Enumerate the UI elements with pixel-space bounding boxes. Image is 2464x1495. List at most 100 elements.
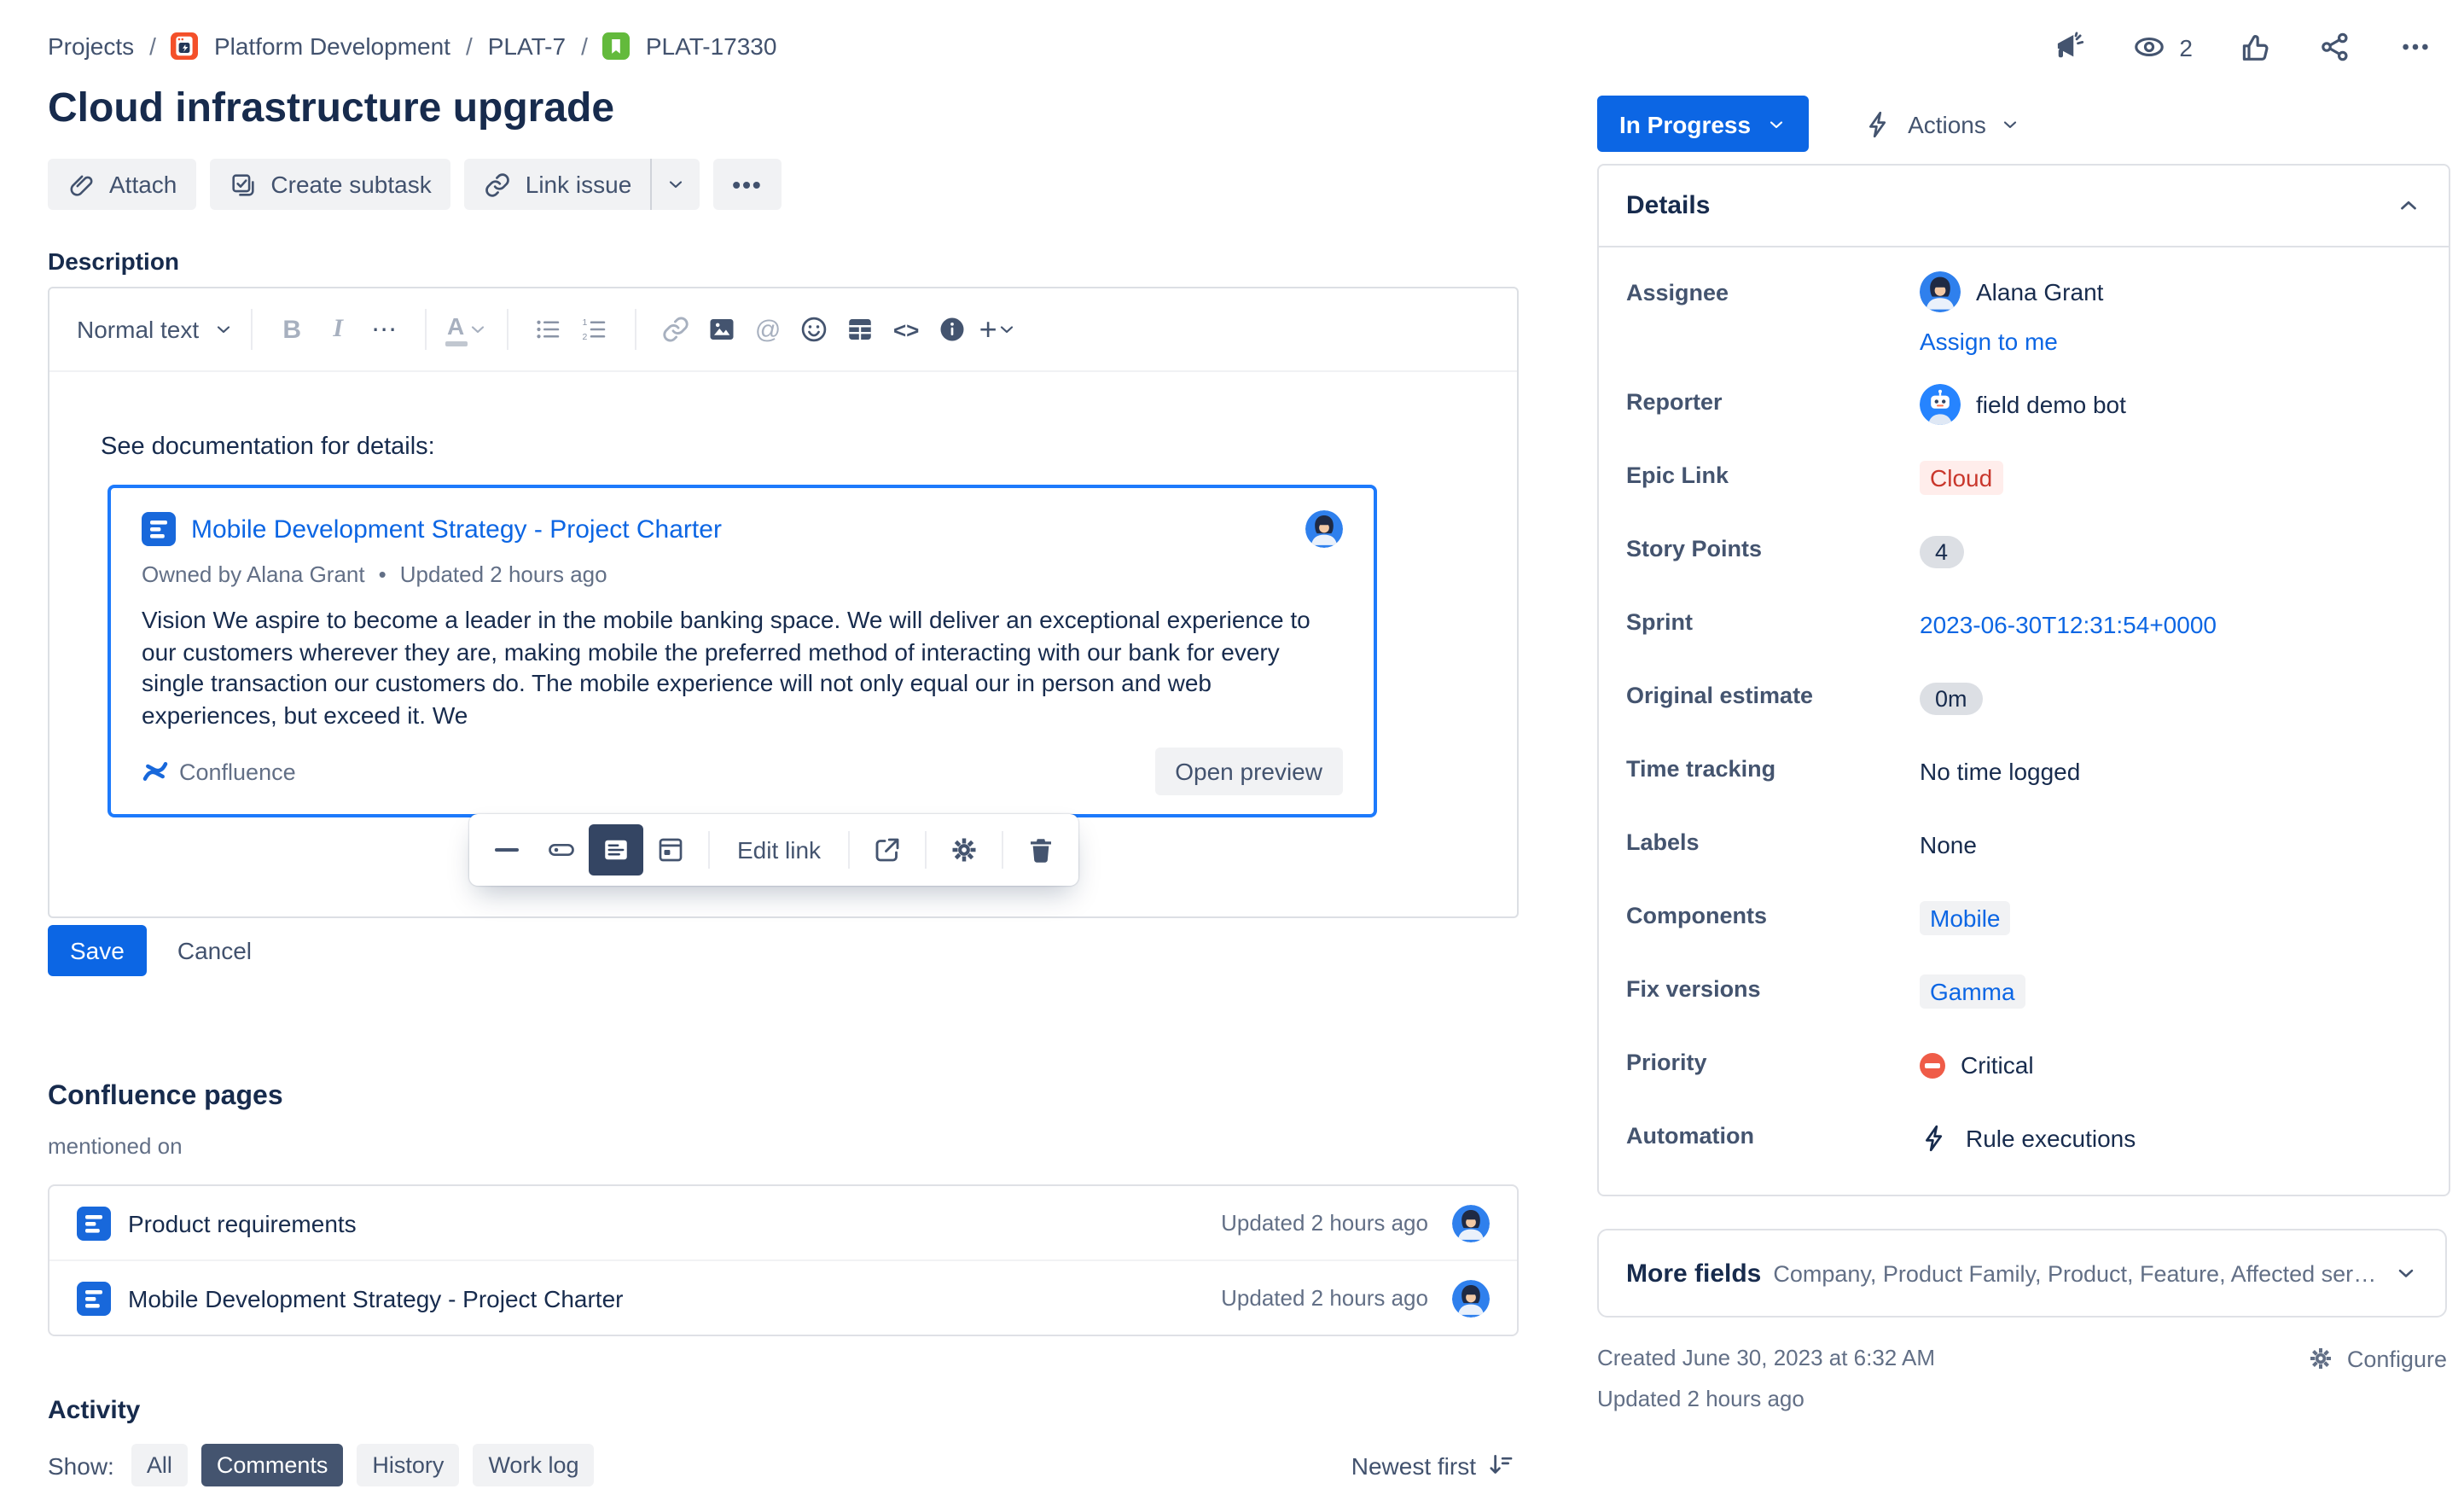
bold-button[interactable]: B: [282, 315, 301, 344]
more-formatting-button[interactable]: ⋯: [371, 316, 398, 345]
info-panel-button[interactable]: [929, 306, 975, 352]
card-header: Mobile Development Strategy - Project Ch…: [142, 510, 1343, 548]
description-editor[interactable]: Normal text B I ⋯ A @ <> +: [48, 287, 1519, 918]
link-issue-split-button: Link issue: [463, 159, 700, 210]
share-button[interactable]: [2317, 29, 2353, 65]
text-style-dropdown[interactable]: Normal text: [77, 316, 233, 343]
display-embed-button[interactable]: [643, 824, 698, 875]
card-title-link[interactable]: Mobile Development Strategy - Project Ch…: [191, 515, 722, 544]
tab-all[interactable]: All: [131, 1444, 188, 1486]
field-row-components: Components Mobile: [1626, 894, 2421, 942]
details-panel-header[interactable]: Details: [1599, 166, 2449, 247]
story-points-label: Story Points: [1626, 536, 1763, 561]
epic-badge[interactable]: Cloud: [1920, 461, 2003, 495]
issue-header-actions: 2: [2051, 29, 2433, 65]
more-quick-actions-button[interactable]: •••: [713, 159, 782, 210]
chevron-down-icon: [467, 319, 487, 340]
gear-icon: [2308, 1345, 2335, 1372]
breadcrumb-projects[interactable]: Projects: [48, 32, 135, 60]
configure-button[interactable]: Configure: [2308, 1345, 2447, 1372]
more-fields-panel[interactable]: More fields Company, Product Family, Pro…: [1597, 1229, 2447, 1318]
cancel-button[interactable]: Cancel: [164, 937, 265, 964]
page-updated: Updated 2 hours ago: [1221, 1285, 1428, 1311]
insert-link-button[interactable]: [653, 306, 699, 352]
link-issue-button[interactable]: Link issue: [463, 159, 651, 210]
watch-button[interactable]: 2: [2131, 29, 2193, 65]
component-badge[interactable]: Mobile: [1920, 901, 2011, 935]
assignee-label: Assignee: [1626, 280, 1729, 305]
confluence-page-row[interactable]: Product requirements Updated 2 hours ago: [49, 1186, 1517, 1259]
page-owner-avatar: [1452, 1204, 1490, 1242]
thumbs-up-icon: [2237, 29, 2273, 65]
assignee-value[interactable]: Alana Grant: [1920, 271, 2103, 312]
create-subtask-button[interactable]: Create subtask: [209, 159, 450, 210]
display-url-button[interactable]: [479, 824, 534, 875]
info-icon: [937, 314, 968, 345]
story-points-value[interactable]: 4: [1920, 535, 1964, 567]
breadcrumb-issue-key[interactable]: PLAT-17330: [645, 32, 777, 60]
description-text: See documentation for details:: [101, 433, 435, 461]
edit-link-button[interactable]: Edit link: [737, 836, 822, 864]
description-label: Description: [48, 247, 180, 275]
smiley-icon: [799, 314, 829, 345]
issue-title[interactable]: Cloud infrastructure upgrade: [48, 85, 615, 131]
insert-more-button[interactable]: +: [975, 306, 1021, 352]
feedback-button[interactable]: [2051, 29, 2087, 65]
priority-value[interactable]: Critical: [1920, 1051, 2034, 1079]
labels-value[interactable]: None: [1920, 831, 1977, 858]
sprint-link[interactable]: 2023-06-30T12:31:54+0000: [1920, 611, 2217, 638]
editor-content[interactable]: See documentation for details: Mobile De…: [49, 372, 1517, 818]
tab-history[interactable]: History: [357, 1444, 460, 1486]
numbered-list-button[interactable]: [571, 306, 617, 352]
page-title-link[interactable]: Mobile Development Strategy - Project Ch…: [128, 1284, 624, 1312]
fix-version-badge[interactable]: Gamma: [1920, 974, 2025, 1009]
link-settings-button[interactable]: [937, 824, 991, 875]
original-estimate-label: Original estimate: [1626, 683, 1814, 708]
card-updated: Updated 2 hours ago: [399, 561, 607, 587]
code-block-button[interactable]: <>: [892, 317, 920, 342]
toolbar-divider: [848, 831, 851, 869]
tab-comments[interactable]: Comments: [200, 1444, 344, 1486]
emoji-button[interactable]: [791, 306, 837, 352]
open-preview-button[interactable]: Open preview: [1154, 748, 1343, 796]
trash-icon: [1026, 835, 1056, 865]
remove-link-button[interactable]: [1014, 824, 1068, 875]
attach-button[interactable]: Attach: [48, 159, 196, 210]
toolbar-divider: [506, 309, 508, 350]
original-estimate-value[interactable]: 0m: [1920, 682, 1983, 714]
confluence-page-row[interactable]: Mobile Development Strategy - Project Ch…: [49, 1259, 1517, 1335]
status-dropdown[interactable]: In Progress: [1597, 96, 1810, 152]
card-meta: Owned by Alana Grant • Updated 2 hours a…: [142, 561, 1343, 587]
mention-button[interactable]: @: [754, 315, 782, 344]
assign-to-me-link[interactable]: Assign to me: [1920, 328, 2058, 355]
insert-image-button[interactable]: [699, 306, 745, 352]
link-display-toolbar: Edit link: [469, 814, 1079, 886]
italic-button[interactable]: I: [333, 315, 343, 342]
display-card-button[interactable]: [589, 824, 643, 875]
labels-label: Labels: [1626, 829, 1700, 855]
smart-link-card[interactable]: Mobile Development Strategy - Project Ch…: [108, 485, 1377, 818]
breadcrumb-separator: /: [465, 32, 473, 60]
insert-table-button[interactable]: [837, 306, 883, 352]
rule-executions-link[interactable]: Rule executions: [1920, 1123, 2136, 1154]
breadcrumb-epic-key[interactable]: PLAT-7: [487, 32, 567, 60]
chevron-down-icon: [2394, 1261, 2418, 1285]
text-color-button[interactable]: A: [443, 306, 489, 352]
more-actions-button[interactable]: [2397, 29, 2433, 65]
link-issue-dropdown[interactable]: [650, 159, 700, 210]
tab-worklog[interactable]: Work log: [473, 1444, 595, 1486]
breadcrumb-separator: /: [581, 32, 588, 60]
activity-title: Activity: [48, 1396, 141, 1425]
page-title-link[interactable]: Product requirements: [128, 1209, 357, 1236]
bullet-list-button[interactable]: [525, 306, 571, 352]
sort-order-button[interactable]: Newest first: [1351, 1451, 1515, 1480]
open-link-button[interactable]: [860, 824, 915, 875]
vote-button[interactable]: [2237, 29, 2273, 65]
embed-icon: [655, 835, 686, 865]
reporter-value[interactable]: field demo bot: [1920, 384, 2126, 425]
display-inline-button[interactable]: [534, 824, 589, 875]
breadcrumb-project[interactable]: Platform Development: [213, 32, 450, 60]
actions-dropdown[interactable]: Actions: [1863, 108, 2020, 139]
time-tracking-value[interactable]: No time logged: [1920, 758, 2081, 785]
save-button[interactable]: Save: [48, 925, 147, 976]
